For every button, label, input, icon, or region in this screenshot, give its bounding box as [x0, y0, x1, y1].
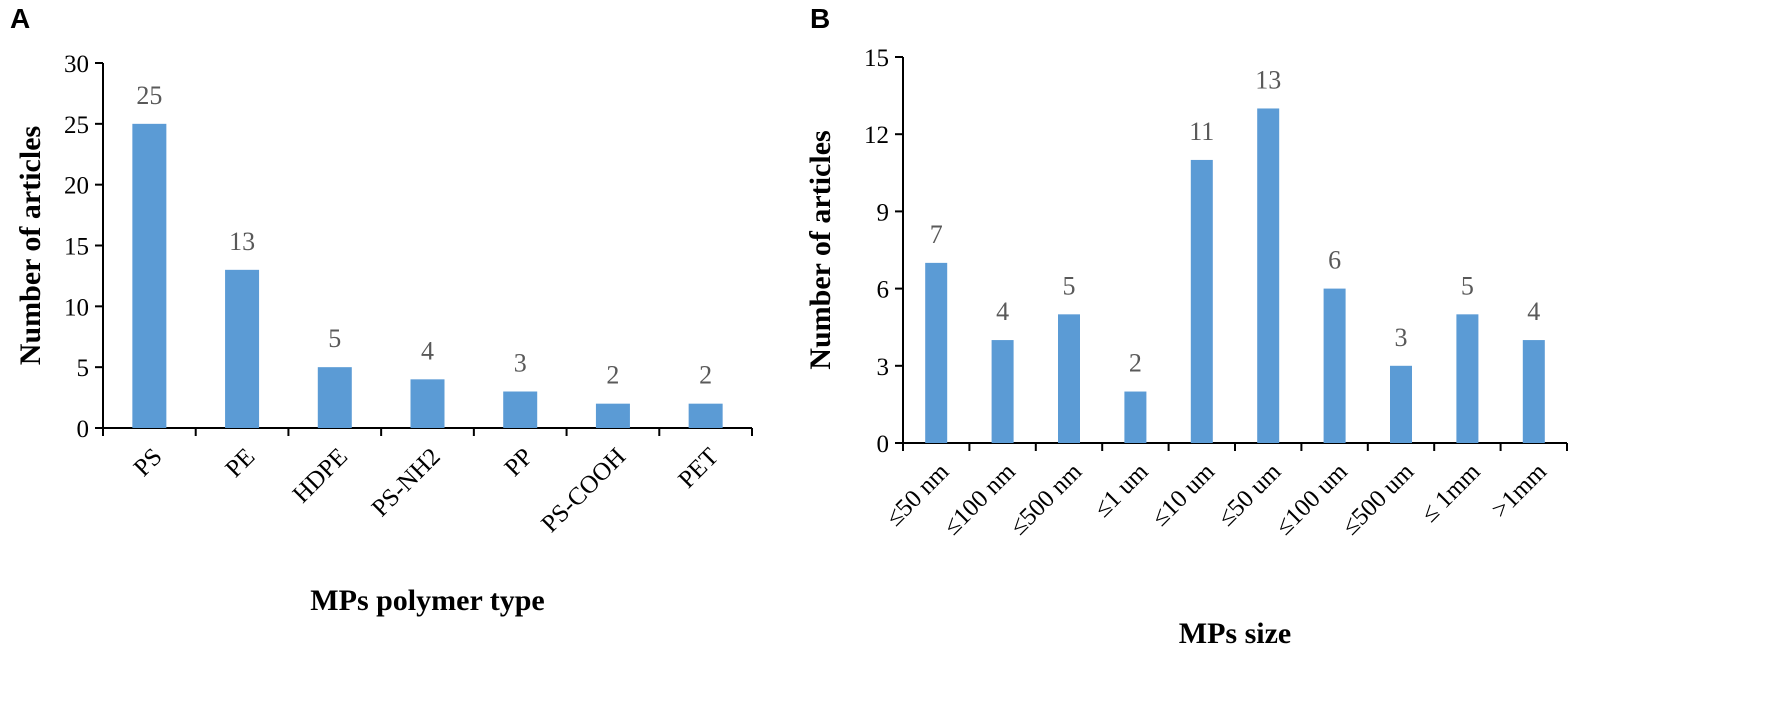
data-label: 25: [136, 81, 162, 110]
x-tick-label: ≤10 um: [1147, 458, 1221, 532]
y-tick-label: 10: [64, 294, 89, 321]
y-tick-label: 15: [64, 234, 89, 261]
bar: [1190, 159, 1213, 443]
x-axis-title-a: MPs polymer type: [310, 584, 544, 617]
data-label: 3: [1395, 323, 1408, 352]
bar: [503, 391, 538, 428]
data-label: 2: [606, 361, 619, 390]
bar: [925, 262, 948, 443]
y-axis-title-b: Number of articles: [804, 130, 837, 369]
x-tick-label: PET: [673, 443, 724, 494]
data-label: 3: [514, 349, 527, 378]
x-tick-label: ≤ 1mm: [1416, 458, 1486, 528]
x-tick-label: PS: [129, 443, 168, 482]
bar: [1058, 314, 1080, 443]
bar: [1124, 391, 1147, 443]
data-label: 13: [1255, 65, 1281, 94]
data-label: 2: [699, 361, 712, 390]
data-label: 5: [328, 324, 341, 353]
data-label: 2: [1129, 349, 1142, 378]
y-tick-label: 12: [864, 122, 889, 149]
bar: [410, 379, 445, 428]
y-tick-label: 25: [64, 112, 89, 139]
x-tick-label: ≤100 um: [1271, 458, 1354, 541]
data-label: 5: [1461, 271, 1474, 300]
data-label: 4: [421, 336, 434, 365]
y-tick-label: 15: [864, 45, 889, 72]
bar: [132, 123, 167, 428]
y-tick-label: 6: [877, 277, 890, 304]
x-tick-label: ≤500 um: [1337, 458, 1420, 541]
y-tick-label: 20: [64, 173, 89, 200]
data-label: 7: [930, 220, 943, 249]
bar: [1257, 108, 1280, 443]
x-axis-title-b: MPs size: [1179, 617, 1291, 650]
x-tick-label: ≤100 nm: [939, 458, 1022, 541]
panel-letter-a: A: [10, 3, 30, 34]
chart-panel-a: A Number of articles MPs polymer type 0 5…: [10, 3, 753, 617]
x-tick-label: ≤500 nm: [1005, 458, 1088, 541]
bar: [225, 269, 260, 428]
y-tick-label: 0: [77, 416, 90, 443]
data-label: 13: [229, 227, 255, 256]
x-tick-label: PE: [221, 443, 261, 483]
data-label: 4: [996, 297, 1009, 326]
bar: [1323, 288, 1346, 443]
x-tick-label: PS-NH2: [367, 443, 446, 522]
x-tick-label: ≤1 um: [1089, 458, 1154, 523]
bar: [1390, 365, 1412, 443]
y-tick-label: 5: [77, 355, 90, 382]
data-label: 4: [1527, 297, 1540, 326]
bar: [688, 403, 723, 428]
bar: [595, 403, 630, 428]
x-tick-label: PS-COOH: [536, 443, 631, 538]
x-tick-label: HDPE: [288, 443, 353, 508]
bar: [1456, 314, 1479, 443]
bar: [1522, 340, 1545, 443]
bar: [991, 340, 1014, 443]
y-tick-label: 9: [877, 199, 890, 226]
x-tick-label: PP: [500, 443, 539, 482]
y-tick-label: 3: [877, 354, 890, 381]
panel-letter-b: B: [810, 3, 830, 34]
y-axis-title-a: Number of articles: [14, 126, 47, 365]
bar: [317, 367, 352, 428]
y-tick-label: 0: [877, 431, 890, 458]
data-label: 5: [1063, 271, 1076, 300]
x-tick-label: >1mm: [1487, 458, 1553, 524]
data-label: 11: [1189, 117, 1214, 146]
y-tick-label: 30: [64, 51, 89, 78]
data-label: 6: [1328, 246, 1341, 275]
chart-panel-b: B Number of articles MPs size 0 3 6 9 12 15 7…: [804, 3, 1568, 650]
